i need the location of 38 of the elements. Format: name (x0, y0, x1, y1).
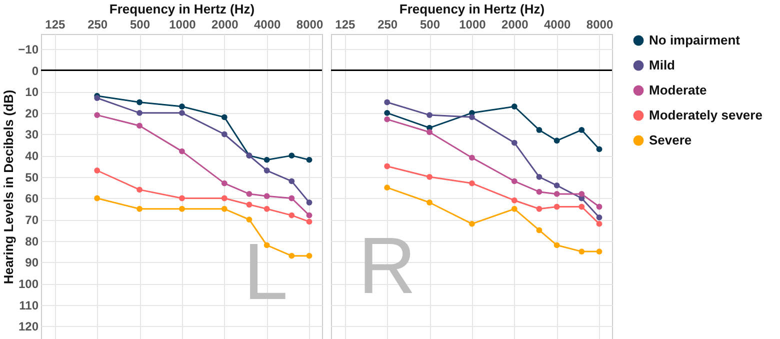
x-tick-label: 125 (335, 18, 356, 32)
y-tick-label: −10 (18, 42, 39, 56)
y-axis-title: Hearing Levels in Decibels (dB) (1, 90, 16, 284)
legend-label: Moderate (649, 82, 707, 98)
x-tick-label: 4000 (544, 18, 571, 32)
x-tick-label: 250 (378, 18, 398, 32)
y-tick-label: 40 (25, 149, 39, 164)
y-tick-label: 0 (32, 64, 39, 78)
x-tick-label: 1000 (459, 18, 486, 32)
legend-label: No impairment (649, 32, 741, 48)
y-tick-label: 70 (25, 213, 39, 228)
y-tick-label: 60 (25, 192, 39, 206)
x-tick-label: 1000 (169, 18, 196, 32)
x-tick-label: 2000 (502, 18, 529, 32)
x-tick-label: 8000 (296, 18, 324, 32)
y-tick-label: 30 (25, 128, 39, 142)
annotation: R (358, 220, 416, 310)
y-tick-label: 110 (19, 298, 39, 312)
y-tick-label: 80 (25, 234, 39, 248)
annotation: L (244, 226, 288, 316)
y-tick-label: 50 (25, 170, 39, 184)
x-tick-label: 8000 (586, 18, 614, 32)
y-tick-label: 90 (25, 256, 39, 270)
x-axis-title: Frequency in Hertz (Hz) (109, 2, 255, 16)
y-tick-label: 100 (18, 277, 39, 292)
y-tick-label: 20 (25, 106, 39, 120)
x-tick-label: 4000 (254, 18, 281, 32)
legend-label: Severe (649, 132, 692, 148)
x-axis-title: Frequency in Hertz (Hz) (399, 2, 545, 16)
y-tick-label: 10 (25, 85, 39, 100)
x-tick-label: 500 (420, 18, 440, 32)
x-tick-label: 125 (45, 18, 66, 32)
x-tick-label: 500 (130, 18, 150, 32)
legend-label: Mild (649, 58, 676, 72)
x-tick-label: 250 (88, 18, 108, 32)
y-tick-label: 120 (18, 320, 39, 334)
legend-label: Moderately severe (649, 108, 762, 122)
x-tick-label: 2000 (212, 18, 239, 32)
